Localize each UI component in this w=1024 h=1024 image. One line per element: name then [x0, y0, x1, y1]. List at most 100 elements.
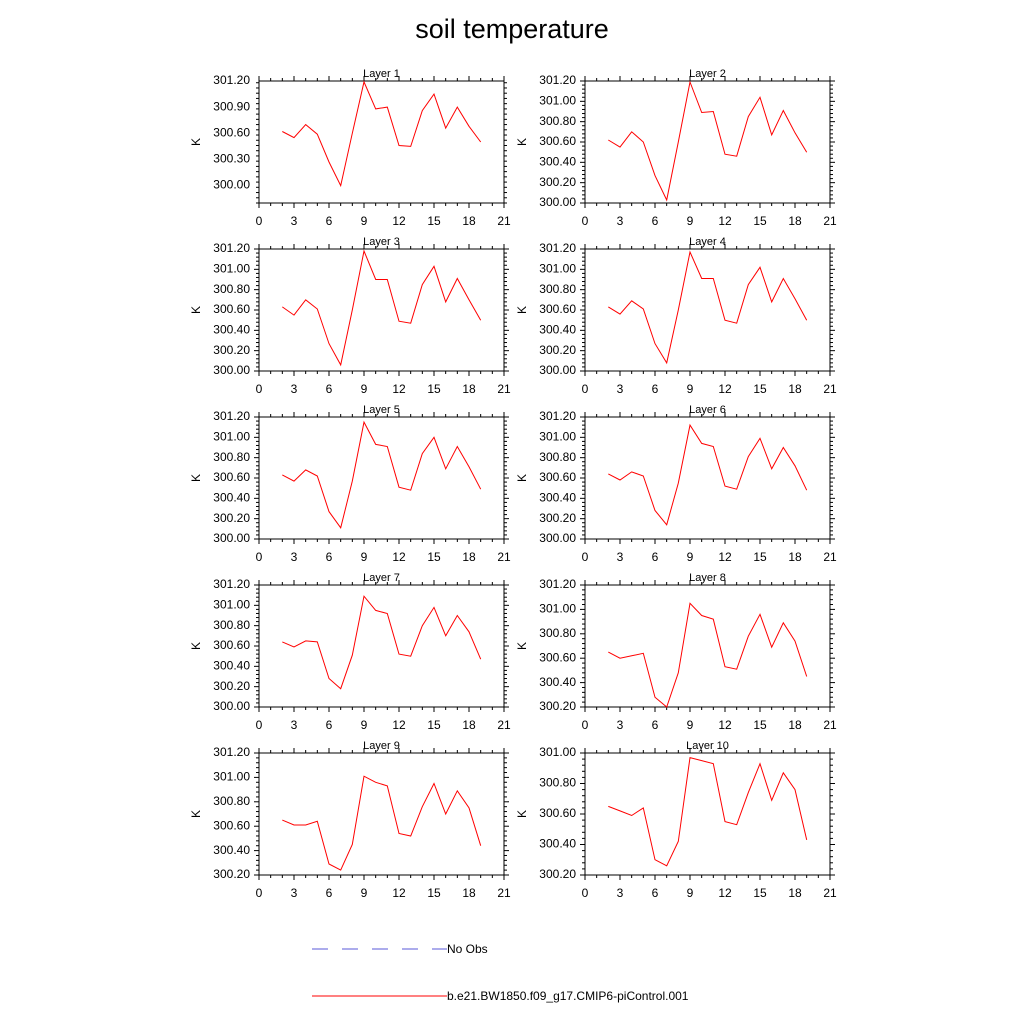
y-tick-label: 300.80 — [539, 776, 576, 790]
y-tick-label: 301.20 — [539, 577, 576, 591]
y-tick-label: 300.80 — [539, 626, 576, 640]
x-tick-label: 3 — [291, 886, 298, 900]
x-tick-label: 18 — [788, 382, 802, 396]
y-tick-label: 300.80 — [213, 794, 250, 808]
x-tick-label: 3 — [291, 382, 298, 396]
y-tick-label: 300.40 — [213, 491, 250, 505]
y-tick-label: 300.00 — [539, 531, 576, 545]
y-tick-label: 301.00 — [539, 745, 576, 759]
x-tick-label: 3 — [291, 718, 298, 732]
x-tick-label: 12 — [718, 718, 732, 732]
series-line — [608, 423, 808, 526]
panel-title: Layer 6 — [689, 404, 726, 416]
y-tick-label: 300.60 — [539, 302, 576, 316]
panel-title: Layer 5 — [363, 404, 400, 416]
x-tick-label: 12 — [718, 550, 732, 564]
x-tick-label: 21 — [497, 886, 511, 900]
series-line — [608, 80, 808, 202]
x-tick-label: 21 — [823, 718, 837, 732]
x-tick-label: 21 — [497, 718, 511, 732]
y-tick-label: 301.00 — [213, 770, 250, 784]
y-tick-label: 300.20 — [539, 867, 576, 881]
x-tick-label: 21 — [823, 550, 837, 564]
y-tick-label: 301.20 — [213, 745, 250, 759]
y-tick-label: 301.20 — [539, 73, 576, 87]
x-tick-label: 6 — [326, 382, 333, 396]
y-tick-label: 300.60 — [213, 638, 250, 652]
y-tick-label: 300.20 — [539, 175, 576, 189]
x-tick-label: 6 — [652, 382, 659, 396]
y-tick-label: 300.20 — [539, 699, 576, 713]
y-tick-label: 300.80 — [539, 114, 576, 128]
x-tick-label: 6 — [652, 214, 659, 228]
y-axis-label: K — [515, 138, 529, 146]
x-tick-label: 15 — [427, 214, 441, 228]
y-tick-label: 300.00 — [539, 195, 576, 209]
y-tick-label: 300.40 — [539, 675, 576, 689]
panel-7: Layer 7 K 0 3 6 9 12 15 18 21 300.00 300.20 300.40 30… — [189, 572, 511, 732]
y-axis-label: K — [189, 138, 203, 146]
y-tick-label: 300.80 — [539, 450, 576, 464]
x-tick-label: 18 — [788, 550, 802, 564]
plot-frame — [584, 248, 831, 372]
plot-frame — [258, 752, 505, 876]
y-tick-label: 300.80 — [539, 282, 576, 296]
x-tick-label: 15 — [753, 214, 767, 228]
x-tick-label: 18 — [462, 550, 476, 564]
y-tick-label: 301.20 — [539, 409, 576, 423]
y-tick-label: 300.20 — [539, 343, 576, 357]
x-tick-label: 21 — [823, 214, 837, 228]
panel-3: Layer 3 K 0 3 6 9 12 15 18 21 300.00 300.20 300.40 30… — [189, 236, 511, 396]
panel-8: Layer 8 K 0 3 6 9 12 15 18 21 300.20 300.40 300.60 30… — [515, 572, 837, 732]
panel-5: Layer 5 K 0 3 6 9 12 15 18 21 300.00 300.20 300.40 30… — [189, 404, 511, 564]
y-axis-label: K — [515, 642, 529, 650]
x-tick-label: 0 — [582, 214, 589, 228]
y-tick-label: 300.80 — [213, 618, 250, 632]
x-tick-label: 9 — [687, 214, 694, 228]
plot-frame — [258, 416, 505, 540]
x-tick-label: 21 — [497, 550, 511, 564]
x-tick-label: 3 — [291, 550, 298, 564]
panel-1: Layer 1 K 0 3 6 9 12 15 18 21 300.00 300.30 300.60 30… — [189, 68, 511, 228]
plot-frame — [584, 80, 831, 204]
x-tick-label: 0 — [256, 718, 263, 732]
plot-frame — [584, 416, 831, 540]
x-tick-label: 21 — [497, 382, 511, 396]
series-line — [608, 250, 808, 365]
y-tick-label: 301.20 — [539, 241, 576, 255]
x-tick-label: 21 — [823, 382, 837, 396]
x-tick-label: 0 — [582, 550, 589, 564]
x-tick-label: 9 — [687, 718, 694, 732]
y-tick-label: 301.00 — [213, 430, 250, 444]
figure-title: soil temperature — [415, 14, 609, 44]
x-tick-label: 0 — [582, 886, 589, 900]
y-tick-label: 300.20 — [213, 511, 250, 525]
y-tick-label: 301.00 — [539, 430, 576, 444]
x-tick-label: 9 — [361, 886, 368, 900]
x-tick-label: 18 — [462, 382, 476, 396]
x-tick-label: 12 — [718, 886, 732, 900]
y-tick-label: 301.20 — [213, 577, 250, 591]
x-tick-label: 15 — [753, 382, 767, 396]
y-tick-label: 300.40 — [213, 843, 250, 857]
y-axis-label: K — [189, 642, 203, 650]
x-tick-label: 0 — [582, 382, 589, 396]
y-tick-label: 300.40 — [539, 491, 576, 505]
x-tick-label: 18 — [462, 886, 476, 900]
x-tick-label: 6 — [326, 214, 333, 228]
y-axis-label: K — [189, 474, 203, 482]
y-tick-label: 300.00 — [213, 363, 250, 377]
legend-swatch-no-obs — [312, 948, 447, 950]
x-tick-label: 18 — [788, 214, 802, 228]
x-tick-label: 3 — [291, 214, 298, 228]
y-tick-label: 300.60 — [539, 806, 576, 820]
y-axis-label: K — [189, 810, 203, 818]
x-tick-label: 0 — [256, 214, 263, 228]
y-tick-label: 301.00 — [213, 598, 250, 612]
y-tick-label: 300.40 — [213, 323, 250, 337]
y-tick-label: 301.00 — [539, 94, 576, 108]
panel-title: Layer 1 — [363, 68, 400, 80]
x-tick-label: 3 — [617, 718, 624, 732]
series-line — [282, 249, 482, 367]
